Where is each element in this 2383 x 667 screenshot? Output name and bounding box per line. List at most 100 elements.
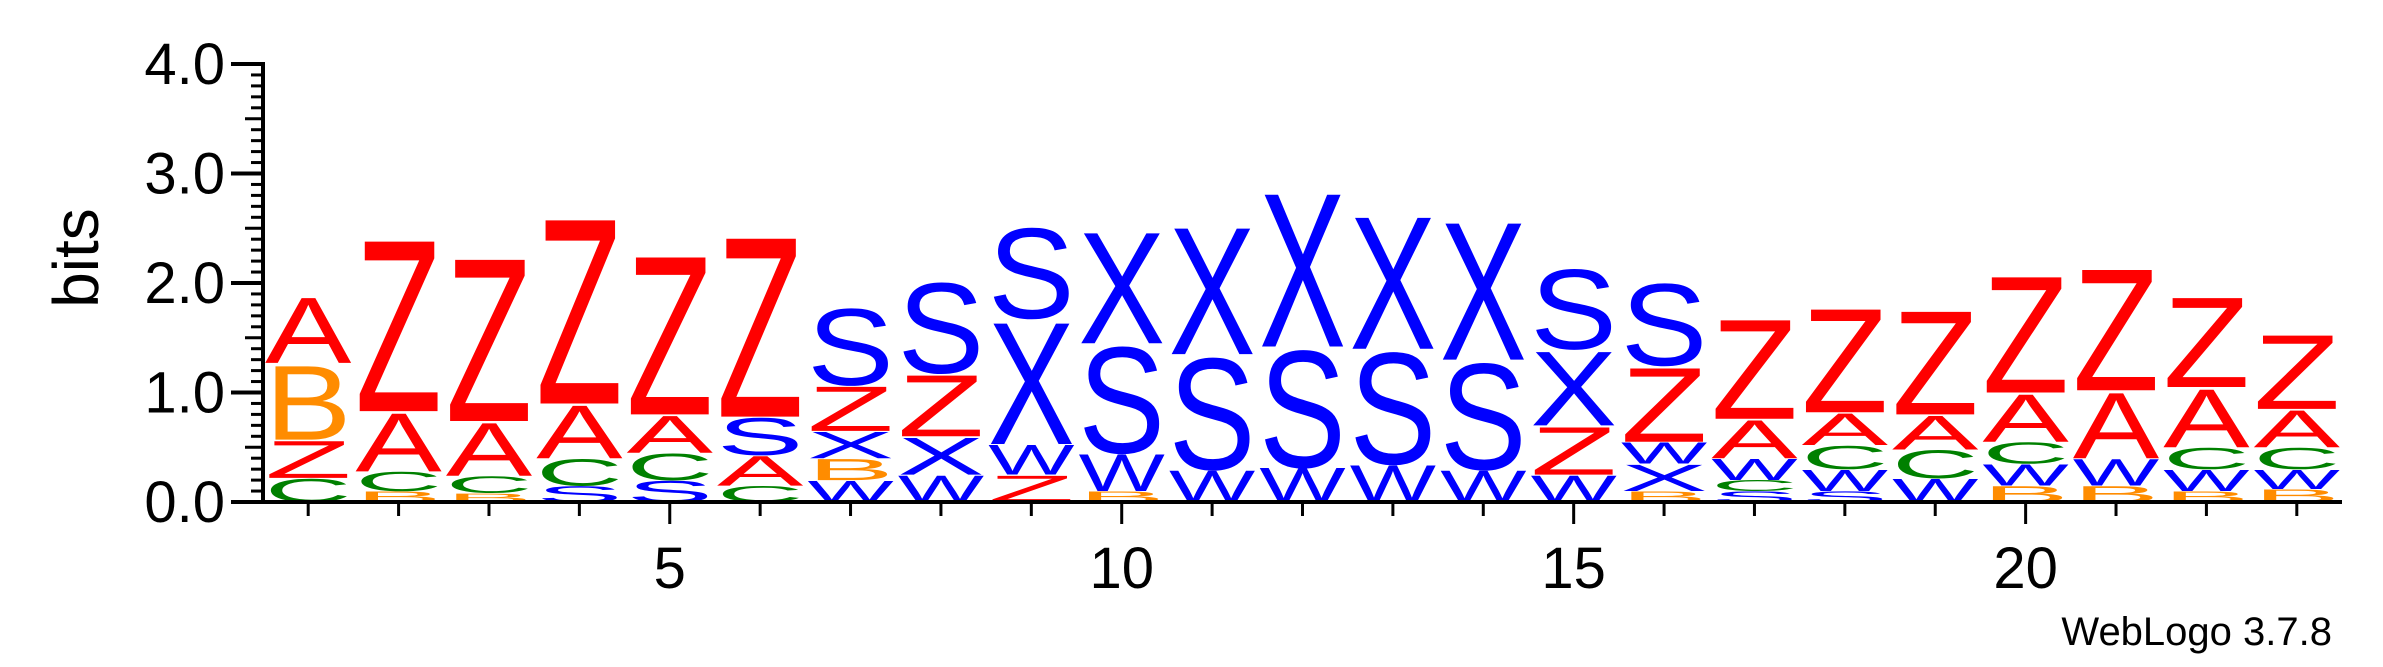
logo-letter-A: A: [1892, 405, 1979, 460]
logo-letter-W: W: [1802, 464, 1889, 498]
logo-letter-A: A: [536, 389, 623, 474]
logo-letter-X: X: [988, 285, 1075, 481]
logo-letter-A: A: [627, 404, 713, 464]
logo-letter-C: C: [1892, 442, 1979, 486]
logo-letter-Z: Z: [898, 357, 985, 455]
logo-letter-C: C: [355, 467, 442, 497]
logo-letter-X: X: [898, 427, 985, 486]
x-axis: 5 10 15 20: [263, 500, 2342, 601]
logo-letter-S: S: [1259, 315, 1346, 503]
logo-letter-X: X: [1259, 148, 1346, 394]
logo-letter-X: X: [1169, 189, 1256, 393]
logo-letter-Z: Z: [717, 184, 804, 473]
logo-letter-W: W: [1621, 436, 1708, 470]
logo-column-13: WSX: [1350, 177, 1437, 513]
logo-letter-C: C: [446, 472, 533, 499]
logo-letter-A: A: [1711, 409, 1798, 470]
logo-letter-Z: Z: [2073, 232, 2160, 427]
logo-letter-Z: Z: [1711, 290, 1798, 450]
logo-letter-Z: Z: [807, 373, 894, 444]
logo-letter-S: S: [1350, 319, 1437, 498]
logo-letter-Z: Z: [1982, 242, 2069, 429]
logo-glyphs: CZBABCAZBCAZSCAZSCAZCASZWBXZSWXZSZWXSBWS…: [265, 148, 2341, 513]
logo-letter-A: A: [2073, 373, 2160, 479]
logo-column-12: WSX: [1259, 148, 1346, 513]
logo-letter-X: X: [1350, 177, 1437, 389]
logo-letter-Z: Z: [1801, 277, 1888, 444]
logo-letter-A: A: [446, 407, 533, 492]
logo-letter-Z: Z: [536, 164, 623, 461]
logo-letter-C: C: [2253, 442, 2340, 476]
y-tick-label: 1.0: [144, 361, 225, 426]
logo-letter-B: B: [807, 453, 894, 487]
x-tick-label: 10: [1089, 536, 1154, 601]
logo-letter-C: C: [1711, 477, 1798, 494]
y-axis-label: bits: [40, 208, 112, 308]
x-tick-label: 20: [1993, 536, 2058, 601]
logo-letter-A: A: [1802, 404, 1889, 455]
logo-letter-W: W: [1079, 443, 1166, 503]
logo-letter-S: S: [807, 286, 894, 408]
logo-letter-C: C: [1801, 439, 1888, 477]
y-tick-label: 3.0: [144, 142, 225, 207]
logo-letter-Z: Z: [1621, 345, 1708, 465]
logo-letter-A: A: [2163, 372, 2250, 466]
logo-letter-X: X: [1440, 182, 1527, 402]
logo-column-11: WSX: [1169, 189, 1256, 512]
logo-letter-W: W: [988, 436, 1074, 484]
logo-letter-S: S: [1078, 315, 1165, 485]
logo-letter-X: X: [807, 424, 894, 466]
logo-letter-C: C: [2163, 442, 2250, 476]
y-axis: 0.0 1.0 2.0 3.0 4.0: [144, 32, 265, 535]
x-tick-label: 15: [1541, 536, 1606, 601]
logo-letter-A: A: [717, 448, 804, 495]
logo-letter-C: C: [626, 446, 713, 489]
logo-letter-A: A: [2254, 399, 2340, 459]
logo-letter-Z: Z: [355, 188, 442, 464]
logo-letter-A: A: [1982, 380, 2068, 457]
logo-letter-S: S: [717, 407, 804, 466]
logo-letter-S: S: [1169, 324, 1256, 503]
weblogo-credit: WebLogo 3.7.8: [2061, 610, 2332, 654]
logo-letter-Z: Z: [446, 211, 533, 472]
logo-letter-A: A: [355, 396, 442, 490]
logo-letter-X: X: [1078, 198, 1165, 377]
y-tick-label: 2.0: [144, 251, 225, 316]
logo-letter-Z: Z: [2163, 270, 2250, 415]
logo-letter-S: S: [988, 202, 1075, 346]
y-tick-label: 0.0: [144, 470, 225, 535]
logo-letter-X: X: [1530, 330, 1617, 449]
x-tick-label: 5: [654, 536, 686, 601]
logo-letter-S: S: [1530, 245, 1617, 373]
logo-letter-W: W: [2163, 464, 2250, 498]
logo-letter-Z: Z: [1892, 279, 1979, 446]
logo-column-14: WSX: [1440, 182, 1527, 512]
logo-letter-Z: Z: [265, 430, 352, 490]
y-tick-label: 4.0: [144, 32, 225, 97]
logo-letter-W: W: [1983, 458, 2070, 492]
logo-letter-W: W: [2254, 465, 2341, 495]
logo-letter-W: W: [1711, 453, 1798, 487]
logo-letter-Z: Z: [1530, 413, 1617, 490]
logo-letter-Z: Z: [626, 209, 713, 464]
logo-letter-X: X: [1621, 457, 1708, 499]
logo-letter-B: B: [265, 344, 352, 463]
